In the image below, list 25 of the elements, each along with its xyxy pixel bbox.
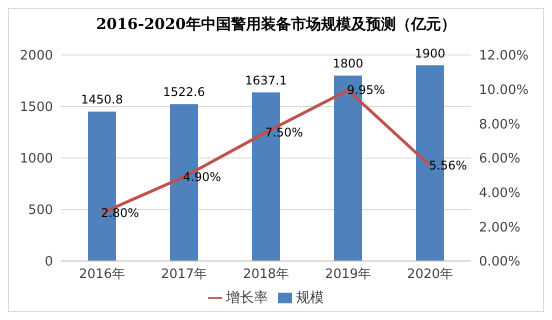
data-label: 1522.6 bbox=[163, 85, 205, 100]
legend-label: 增长率 bbox=[226, 290, 268, 306]
y-tick-label: 2000 bbox=[20, 48, 53, 64]
y2-tick-label: 6.00% bbox=[479, 152, 520, 167]
chart-title: 2016-2020年中国警用装备市场规模及预测（亿元） bbox=[95, 14, 457, 35]
y-tick-label: 0 bbox=[44, 254, 53, 270]
y-tick-label: 500 bbox=[28, 203, 53, 218]
data-label: 1450.8 bbox=[81, 92, 123, 107]
data-label: 1637.1 bbox=[245, 73, 287, 88]
data-label: 1900 bbox=[414, 46, 446, 60]
x-tick-label: 2016年 bbox=[78, 267, 126, 282]
y-tick-label: 1500 bbox=[20, 100, 53, 116]
x-tick-label: 2018年 bbox=[242, 267, 290, 282]
y2-tick-label: 12.00% bbox=[479, 48, 529, 64]
x-tick-label: 2017年 bbox=[160, 267, 208, 282]
y2-tick-label: 2.00% bbox=[479, 220, 520, 236]
y2-tick-label: 10.00% bbox=[479, 82, 529, 98]
legend-label: 规模 bbox=[296, 290, 324, 306]
data-label: 1800 bbox=[332, 56, 364, 71]
y-tick-label: 1000 bbox=[20, 152, 53, 167]
y2-tick-label: 8.00% bbox=[479, 117, 520, 132]
y2-tick-label: 4.00% bbox=[479, 186, 520, 201]
x-tick-label: 2020年 bbox=[406, 267, 454, 282]
x-tick-label: 2019年 bbox=[324, 267, 372, 282]
y2-tick-label: 0.00% bbox=[479, 254, 520, 270]
